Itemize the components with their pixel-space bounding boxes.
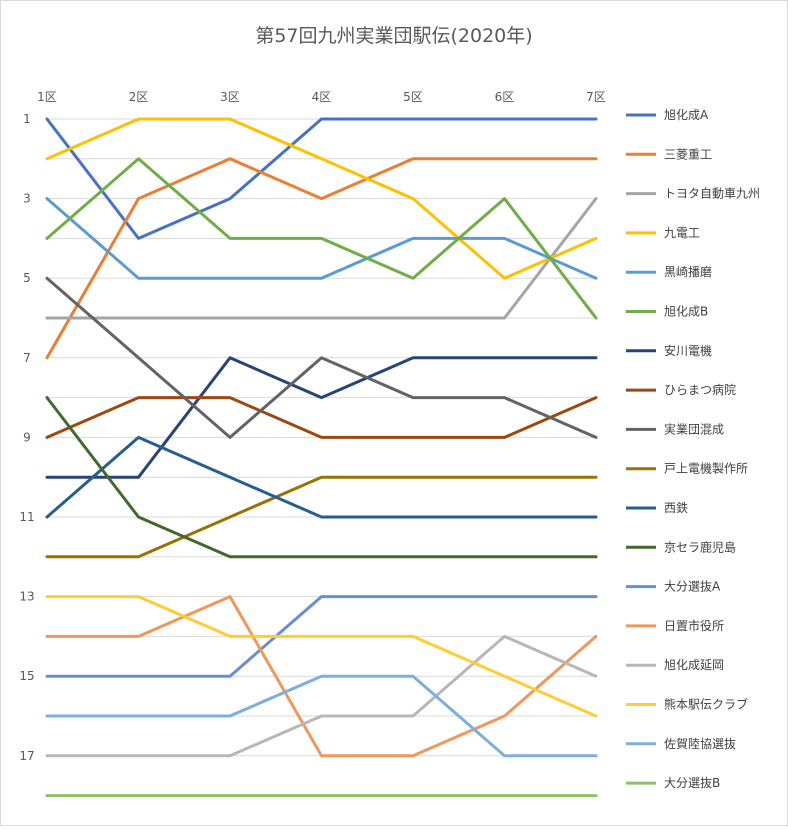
legend-label: 戸上電機製作所: [664, 461, 748, 476]
y-tick-label: 3: [23, 192, 31, 206]
legend-label: 三菱重工: [664, 147, 712, 161]
y-tick-label: 17: [19, 749, 34, 763]
legend-label: 京セラ鹿児島: [664, 539, 736, 554]
series-line-12: [45, 396, 598, 559]
y-tick-label: 5: [23, 271, 31, 285]
x-tick-label: 3区: [220, 90, 240, 104]
series-line-16: [45, 595, 598, 718]
series-line-4: [45, 117, 598, 280]
y-tick-label: 1: [23, 112, 31, 126]
legend-label: 旭化成延岡: [664, 658, 724, 672]
legend-label: 安川電機: [664, 343, 712, 358]
legend-label: 実業団混成: [664, 421, 724, 436]
series-line-5: [45, 197, 598, 280]
y-tick-label: 11: [19, 510, 34, 524]
legend-label: 日置市役所: [664, 618, 724, 633]
x-tick-label: 2区: [129, 90, 149, 104]
y-tick-label: 7: [23, 351, 31, 365]
x-axis-ticks: 1区 2区 3区 4区 5区 6区 7区: [37, 90, 606, 104]
legend-label: 九電工: [664, 226, 700, 240]
series-line-11: [45, 435, 598, 519]
legend-label: 旭化成B: [664, 305, 708, 319]
series-line-6: [45, 157, 598, 320]
series-line-7: [45, 356, 598, 479]
legend-label: 熊本駅伝クラブ: [664, 697, 748, 712]
y-tick-label: 13: [19, 590, 34, 604]
legend-label: 大分選抜B: [664, 776, 720, 790]
legend-label: ひらまつ病院: [664, 382, 736, 397]
legend-label: トヨタ自動車九州: [664, 187, 760, 201]
chart-title: 第57回九州実業団駅伝(2020年): [255, 25, 532, 47]
y-tick-label: 9: [23, 430, 31, 444]
series-line-14: [45, 595, 598, 758]
legend-label: 旭化成A: [664, 108, 709, 122]
series-line-1: [45, 117, 598, 240]
series-line-17: [45, 674, 598, 758]
x-tick-label: 5区: [403, 90, 423, 104]
series-line-15: [45, 634, 598, 758]
series-line-13: [45, 595, 598, 678]
x-tick-label: 4区: [312, 90, 332, 104]
gridlines: [47, 118, 596, 797]
x-tick-label: 6区: [495, 90, 515, 104]
series-line-10: [45, 475, 598, 559]
series-line-3: [45, 197, 598, 320]
series-line-8: [45, 396, 598, 439]
legend-label: 黒崎播磨: [664, 265, 712, 279]
series-line-9: [45, 276, 598, 439]
legend-label: 佐賀陸協選抜: [664, 736, 736, 751]
series-lines: [45, 117, 598, 798]
x-tick-label: 7区: [586, 90, 606, 104]
x-tick-label: 1区: [37, 90, 57, 104]
legend-label: 大分選抜A: [664, 580, 721, 594]
legend-label: 西鉄: [664, 500, 688, 515]
series-line-2: [45, 157, 598, 360]
y-tick-label: 15: [19, 669, 34, 683]
